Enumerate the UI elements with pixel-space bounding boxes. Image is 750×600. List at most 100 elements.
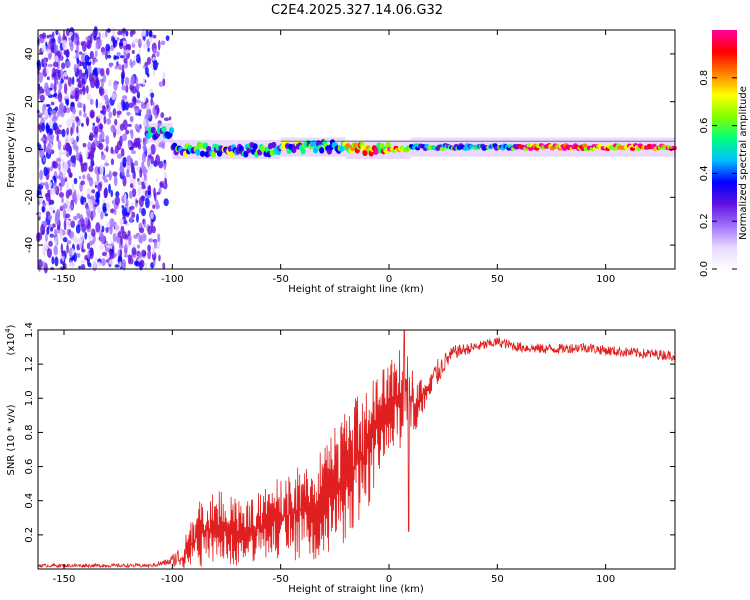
x-tick-label: 0 <box>386 274 392 285</box>
noise-blob <box>89 240 95 246</box>
noise-blob <box>111 200 115 205</box>
x-tick-label: 0 <box>386 574 392 585</box>
noise-blob <box>155 154 161 166</box>
noise-blob <box>99 164 104 176</box>
noise-blob <box>70 101 75 107</box>
noise-blob <box>56 157 62 163</box>
noise-blob <box>127 230 131 236</box>
noise-blob <box>45 66 50 75</box>
snr-y-ticks: 0.2 0.4 0.6 0.8 1.0 1.2 1.4 <box>24 322 675 543</box>
noise-blob <box>86 242 91 250</box>
noise-blob <box>138 38 142 49</box>
noise-blob <box>116 140 122 151</box>
noise-blob <box>105 135 110 146</box>
noise-blob <box>66 243 69 254</box>
noise-blob <box>62 39 67 51</box>
noise-blob <box>66 200 71 206</box>
noise-blob <box>51 37 56 44</box>
y-tick-label: -40 <box>24 237 35 253</box>
noise-blob <box>54 68 59 74</box>
noise-blob <box>147 47 150 52</box>
noise-blob <box>163 117 170 122</box>
noise-blob <box>89 132 94 141</box>
noise-blob <box>72 139 77 151</box>
noise-blob <box>158 142 163 148</box>
noise-blob <box>97 38 102 48</box>
track-blob <box>362 149 368 157</box>
noise-blob <box>105 49 108 60</box>
noise-blob <box>87 193 91 200</box>
noise-blob <box>129 116 133 123</box>
noise-blob <box>146 156 151 168</box>
noise-blob <box>99 68 105 77</box>
noise-blob <box>141 27 146 37</box>
noise-blob <box>58 148 62 160</box>
track-blob <box>195 149 201 156</box>
noise-blob <box>156 204 160 209</box>
y-tick-label: 0.6 <box>24 459 35 475</box>
noise-blob <box>66 240 72 245</box>
noise-blob <box>54 256 59 267</box>
colorbar-gradient <box>712 30 737 269</box>
noise-blob <box>105 145 109 153</box>
noise-blob <box>38 112 44 117</box>
track-blob <box>243 151 249 158</box>
x-tick-label: 50 <box>491 274 504 285</box>
noise-blob <box>68 41 74 47</box>
noise-blob <box>129 216 134 223</box>
noise-blob <box>57 70 61 81</box>
noise-blob <box>48 52 52 59</box>
spectrogram-x-ticks: -150 -100 -50 0 50 100 <box>53 30 615 285</box>
noise-blob <box>37 124 42 130</box>
track-blob <box>199 150 206 157</box>
colorbar-label: Normalized spectral amplitude <box>738 86 749 240</box>
noise-blob <box>52 67 56 78</box>
noise-blob <box>49 134 55 140</box>
noise-blob <box>150 143 156 155</box>
noise-blob <box>51 256 55 265</box>
noise-blob <box>131 50 135 55</box>
noise-blob <box>140 103 147 110</box>
noise-blob <box>152 59 158 71</box>
noise-blob <box>119 249 123 258</box>
noise-blob <box>100 258 106 267</box>
noise-blob <box>152 47 157 55</box>
snr-y-scale-label: (x104) <box>4 324 17 355</box>
noise-blob <box>138 111 142 117</box>
noise-blob <box>85 85 89 94</box>
track-blob <box>150 126 156 134</box>
noise-blob <box>71 182 75 193</box>
noise-blob <box>57 139 62 151</box>
noise-blob <box>142 118 147 128</box>
noise-blob <box>62 170 67 180</box>
noise-blob <box>110 44 114 52</box>
noise-blob <box>110 240 116 245</box>
noise-blob <box>146 73 150 78</box>
noise-blob <box>57 129 63 135</box>
noise-blob <box>121 231 127 240</box>
noise-blob <box>70 220 76 229</box>
x-tick-label: 50 <box>491 574 504 585</box>
noise-blob <box>94 125 99 136</box>
noise-blob <box>116 61 119 67</box>
x-tick-label: 100 <box>596 274 615 285</box>
noise-blob <box>123 254 129 258</box>
noise-blob <box>67 219 72 225</box>
noise-blob <box>97 182 102 192</box>
noise-blob <box>113 208 117 215</box>
noise-blob <box>53 82 57 93</box>
noise-blob <box>44 82 49 93</box>
noise-blob <box>38 169 44 181</box>
y-tick-label: 0 <box>24 146 35 152</box>
colorbar-tick-label: 0.6 <box>699 118 710 134</box>
noise-blob <box>152 70 156 77</box>
noise-blob <box>102 174 107 181</box>
noise-blob <box>147 190 152 196</box>
noise-blob <box>105 67 110 76</box>
noise-blob <box>116 51 121 57</box>
noise-blob <box>54 106 59 112</box>
noise-blob <box>98 124 104 130</box>
noise-blob <box>103 188 107 199</box>
noise-blob <box>144 262 148 269</box>
noise-blob <box>135 137 141 148</box>
